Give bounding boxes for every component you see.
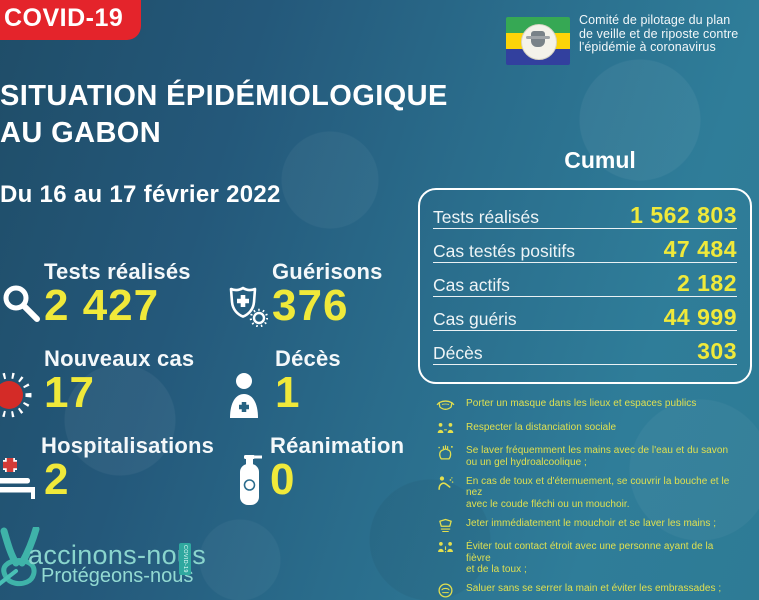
- list-item: Porter un masque dans les lieux et espac…: [436, 398, 736, 414]
- recommendation-text: En cas de toux et d'éternuement, se couv…: [466, 475, 730, 510]
- stat-value-tests: 2 427: [44, 281, 160, 330]
- cumul-value: 44 999: [663, 304, 737, 330]
- cumul-label: Cas guéris: [433, 309, 517, 329]
- page-title-line2: AU GABON: [0, 117, 162, 149]
- cumul-label: Cas actifs: [433, 275, 510, 295]
- list-item: Respecter la distanciation sociale: [436, 422, 736, 438]
- protegeons-nous-label: Protégeons-nous: [41, 565, 194, 587]
- stat-value-deces: 1: [275, 368, 301, 417]
- person-cross-icon: [230, 373, 258, 418]
- victory-hand-icon: [0, 527, 40, 587]
- shield-cross-virus-icon: [229, 286, 268, 327]
- stat-value-reanimation: 0: [270, 455, 296, 504]
- stat-value-nouveaux-cas: 17: [44, 368, 95, 417]
- stat-label-nouveaux-cas: Nouveaux cas: [44, 346, 195, 371]
- recommendation-text: Respecter la distanciation sociale: [466, 421, 617, 433]
- vaccinons-nous-label: accinons-nous: [28, 540, 207, 570]
- cumul-label: Cas testés positifs: [433, 241, 575, 261]
- recommendation-text: Jeter immédiatement le mouchoir et se la…: [466, 517, 717, 529]
- cumul-value: 47 484: [663, 236, 737, 262]
- cumul-title: Cumul: [564, 147, 636, 173]
- page-title: SITUATION ÉPIDÉMIOLOGIQUE AU GABON: [0, 78, 448, 152]
- hand-wash-icon: [438, 445, 453, 460]
- list-item: Jeter immédiatement le mouchoir et se la…: [436, 518, 736, 534]
- recommendation-text: Se laver fréquemment les mains avec de l…: [466, 445, 729, 468]
- stat-label-guerisons: Guérisons: [272, 259, 383, 284]
- gabon-flag-logo: [506, 17, 570, 65]
- recommendation-text: Porter un masque dans les lieux et espac…: [466, 398, 697, 409]
- stat-label-tests: Tests réalisés: [44, 259, 191, 284]
- cumul-label: Tests réalisés: [433, 207, 540, 227]
- cumul-row-deces: Décès 303: [433, 331, 737, 365]
- cumul-row-tests: Tests réalisés 1 562 803: [433, 195, 737, 229]
- cumul-row-actifs: Cas actifs 2 182: [433, 263, 737, 297]
- oxygen-tank-icon: [240, 455, 262, 505]
- cumul-label: Décès: [433, 343, 483, 363]
- stat-value-hospitalisations: 2: [44, 455, 70, 504]
- covid19-badge-label: COVID-19: [4, 4, 124, 32]
- stat-value-guerisons: 376: [272, 281, 349, 330]
- org-title-line3: l'épidémie à coronavirus: [579, 40, 716, 54]
- cumul-value: 1 562 803: [630, 202, 737, 228]
- virus-icon: [0, 372, 32, 418]
- gabon-emblem: [521, 24, 557, 60]
- cumul-value: 303: [697, 338, 737, 364]
- magnifier-icon: [3, 285, 40, 322]
- stat-label-deces: Décès: [275, 346, 341, 371]
- list-item: Éviter tout contact étroit avec une pers…: [436, 541, 736, 576]
- hospital-bed-icon: [0, 458, 35, 499]
- report-period: Du 16 au 17 février 2022: [0, 181, 281, 208]
- recommendation-text: Éviter tout contact étroit avec une pers…: [466, 541, 714, 575]
- recommendations-list: Porter un masque dans les lieux et espac…: [436, 398, 736, 600]
- org-title-line2: de veille et de riposte contre: [579, 26, 739, 41]
- list-item: Se laver fréquemment les mains avec de l…: [436, 445, 736, 468]
- org-title-line1: Comité de pilotage du plan: [579, 13, 731, 27]
- stat-label-reanimation: Réanimation: [270, 433, 405, 458]
- cumul-table: Tests réalisés 1 562 803 Cas testés posi…: [418, 188, 752, 384]
- recommendation-text: Saluer sans se serrer la main et éviter …: [466, 583, 722, 594]
- covid19-badge: COVID-19: [0, 0, 142, 40]
- list-item: Saluer sans se serrer la main et éviter …: [436, 583, 736, 599]
- greeting-icon: [438, 583, 453, 598]
- social-distance-icon: [437, 422, 454, 433]
- list-item: En cas de toux et d'éternuement, se couv…: [436, 476, 736, 511]
- mask-icon: [436, 400, 455, 410]
- avoid-contact-icon: [438, 542, 453, 553]
- stat-label-hospitalisations: Hospitalisations: [41, 433, 215, 458]
- org-title: Comité de pilotage du plan de veille et …: [579, 13, 739, 55]
- gabon-emblem-crest: [526, 31, 550, 47]
- tissue-hands-icon: [439, 518, 452, 532]
- cough-elbow-icon: [438, 475, 454, 490]
- covid19-vertical-badge: COVID-19: [179, 543, 191, 575]
- cumul-value: 2 182: [676, 270, 737, 296]
- cumul-row-gueris: Cas guéris 44 999: [433, 297, 737, 331]
- page-title-line1: SITUATION ÉPIDÉMIOLOGIQUE: [0, 80, 448, 112]
- cumul-row-positifs: Cas testés positifs 47 484: [433, 229, 737, 263]
